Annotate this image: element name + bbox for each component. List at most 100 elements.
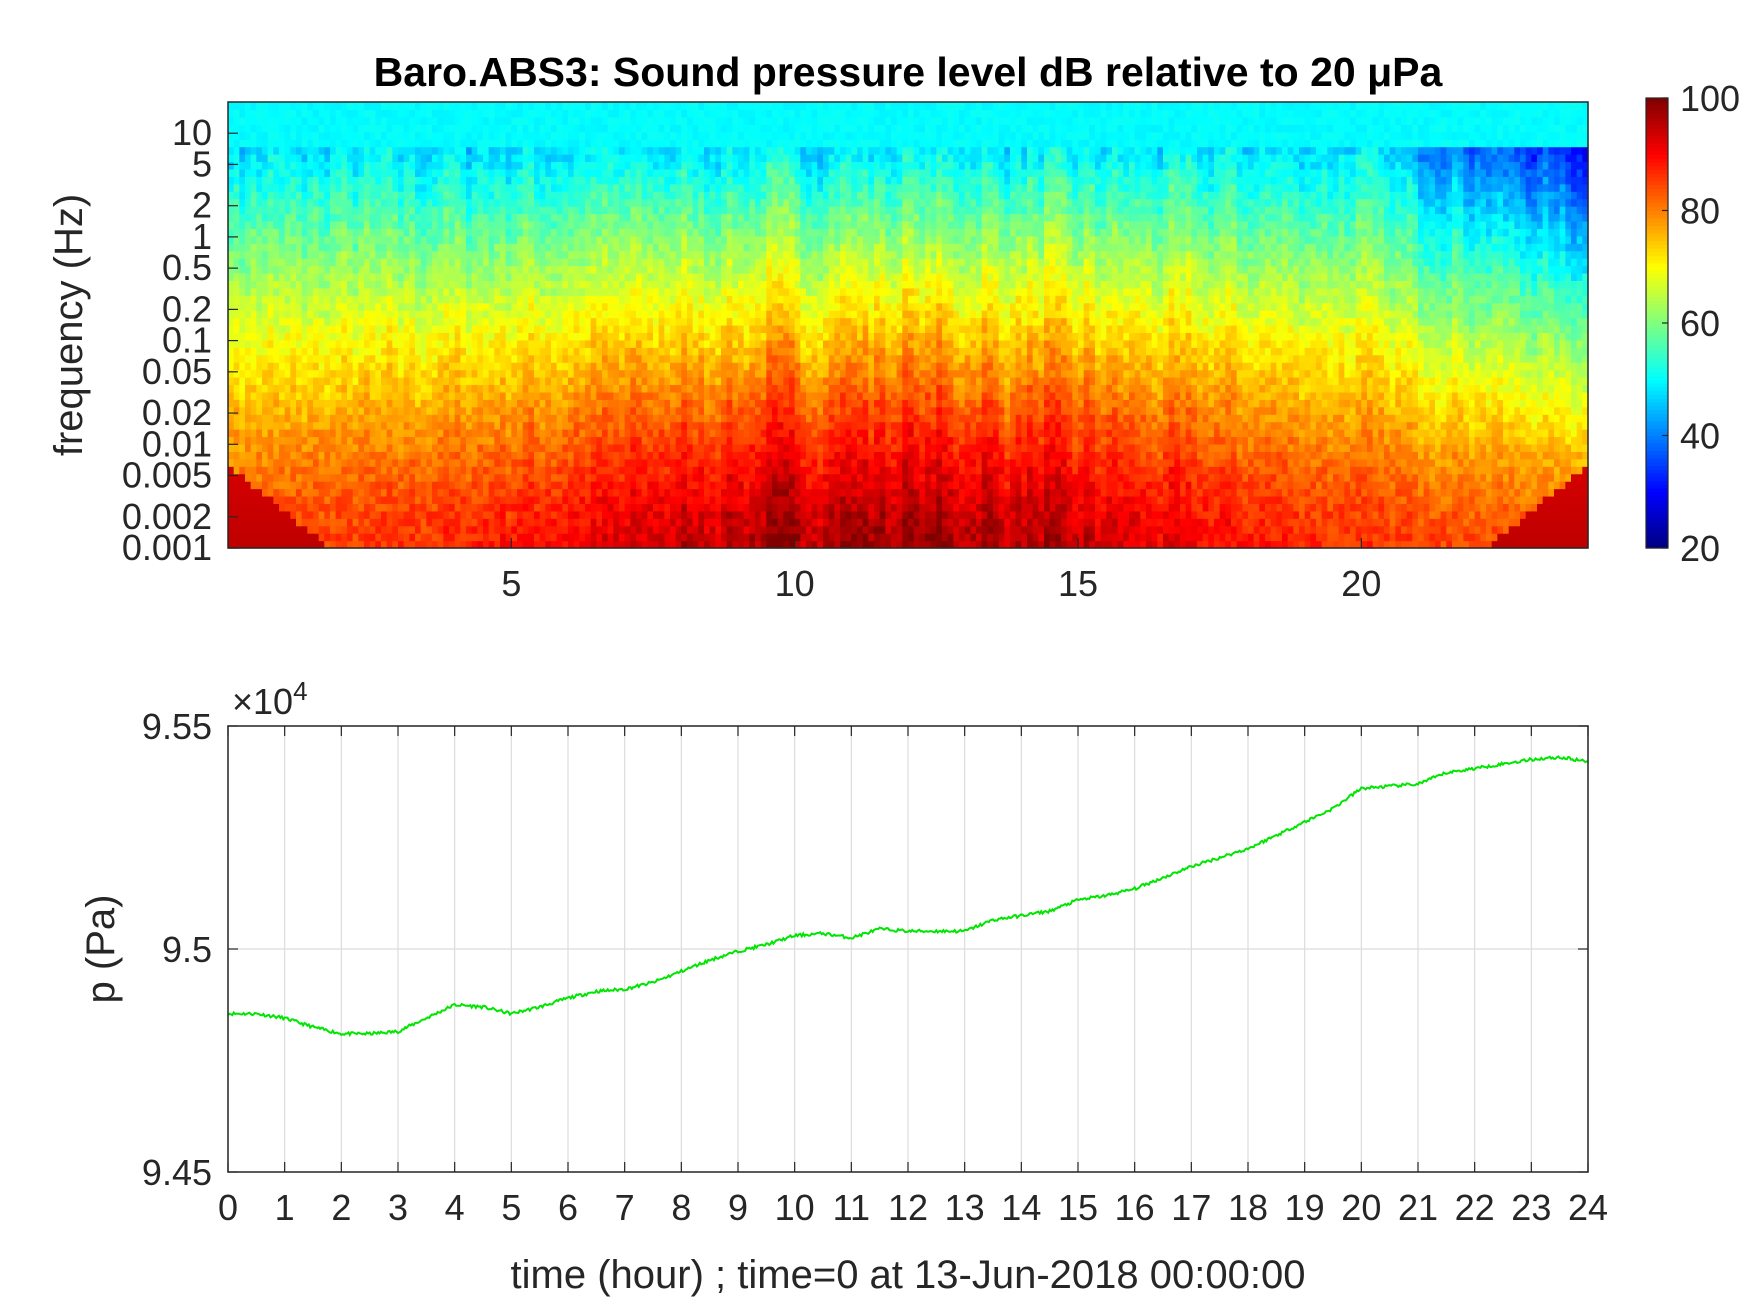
heatmap-cell [664,303,670,311]
heatmap-cell [585,206,591,214]
heatmap-cell [290,526,296,534]
heatmap-cell [534,266,540,274]
heatmap-cell [664,377,670,385]
heatmap-cell [392,243,398,251]
heatmap-cell [307,503,313,511]
heatmap-cell [477,124,483,132]
heatmap-cell [681,407,687,415]
heatmap-cell [438,429,444,437]
heatmap-cell [245,176,251,184]
heatmap-cell [528,206,534,214]
heatmap-cell [455,176,461,184]
heatmap-cell [307,161,313,169]
heatmap-cell [630,325,636,333]
heatmap-cell [693,429,699,437]
heatmap-cell [494,496,500,504]
heatmap-cell [613,184,619,192]
heatmap-cell [477,503,483,511]
heatmap-cell [653,310,659,318]
heatmap-cell [262,362,268,370]
heatmap-cell [290,117,296,125]
heatmap-cell [659,147,665,155]
heatmap-cell [534,474,540,482]
heatmap-cell [285,347,291,355]
heatmap-cell [415,340,421,348]
heatmap-cell [494,310,500,318]
heatmap-cell [523,332,529,340]
heatmap-cell [381,147,387,155]
heatmap-cell [562,236,568,244]
heatmap-cell [472,191,478,199]
heatmap-cell [443,147,449,155]
heatmap-cell [602,518,608,526]
heatmap-cell [239,422,245,430]
heatmap-cell [302,481,308,489]
heatmap-cell [426,503,432,511]
heatmap-cell [636,503,642,511]
heatmap-cell [670,288,676,296]
heatmap-cell [438,310,444,318]
heatmap-cell [370,147,376,155]
heatmap-cell [324,251,330,259]
heatmap-cell [619,206,625,214]
heatmap-cell [517,266,523,274]
heatmap-cell [375,318,381,326]
heatmap-cell [443,325,449,333]
heatmap-cell [381,251,387,259]
heatmap-cell [585,340,591,348]
heatmap-cell [432,347,438,355]
heatmap-cell [409,399,415,407]
heatmap-cell [676,437,682,445]
heatmap-cell [449,117,455,125]
heatmap-cell [557,124,563,132]
heatmap-cell [290,407,296,415]
heatmap-cell [415,444,421,452]
heatmap-cell [494,481,500,489]
heatmap-cell [687,169,693,177]
heatmap-cell [647,228,653,236]
heatmap-cell [585,109,591,117]
heatmap-cell [545,161,551,169]
heatmap-cell [591,139,597,147]
heatmap-cell [528,451,534,459]
heatmap-cell [574,392,580,400]
heatmap-cell [625,243,631,251]
heatmap-cell [625,444,631,452]
heatmap-cell [551,243,557,251]
heatmap-cell [619,496,625,504]
heatmap-cell [228,109,234,117]
heatmap-cell [256,228,262,236]
heatmap-cell [528,503,534,511]
heatmap-cell [290,332,296,340]
heatmap-cell [324,228,330,236]
heatmap-cell [574,266,580,274]
heatmap-cell [693,147,699,155]
heatmap-cell [489,273,495,281]
heatmap-cell [602,266,608,274]
heatmap-cell [256,132,262,140]
heatmap-cell [574,437,580,445]
heatmap-cell [336,243,342,251]
heatmap-cell [574,414,580,422]
heatmap-cell [557,199,563,207]
heatmap-cell [511,318,517,326]
heatmap-cell [398,303,404,311]
heatmap-cell [239,139,245,147]
heatmap-cell [438,422,444,430]
heatmap-cell [642,124,648,132]
heatmap-cell [228,332,234,340]
heatmap-cell [653,362,659,370]
heatmap-cell [421,161,427,169]
heatmap-cell [517,459,523,467]
heatmap-cell [619,251,625,259]
heatmap-cell [245,511,251,519]
heatmap-cell [659,384,665,392]
heatmap-cell [330,414,336,422]
heatmap-cell [290,392,296,400]
heatmap-cell [415,370,421,378]
heatmap-cell [506,399,512,407]
heatmap-cell [585,288,591,296]
heatmap-cell [438,236,444,244]
heatmap-cell [557,266,563,274]
heatmap-cell [387,444,393,452]
